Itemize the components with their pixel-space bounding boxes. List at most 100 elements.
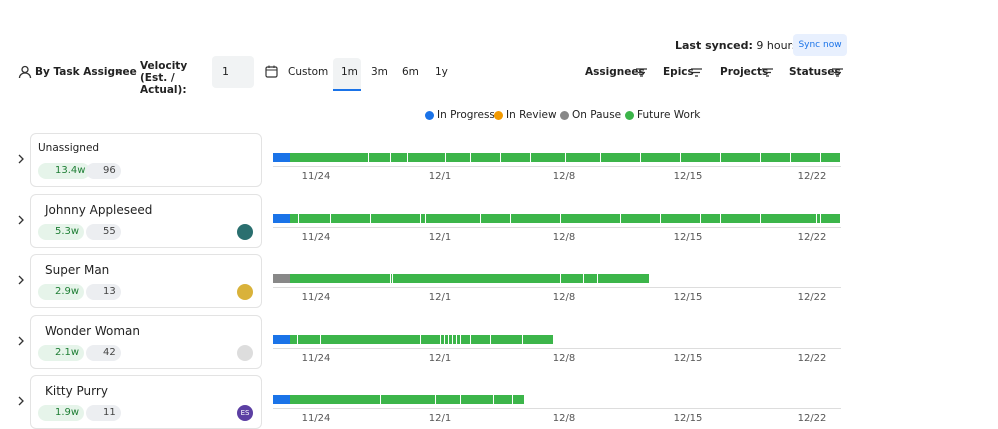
range-tab[interactable]: 3m [371,66,388,78]
segment-divider [460,395,461,404]
group-by[interactable]: By Task Assignee [35,66,137,78]
segment-divider [470,153,471,162]
filter-icon [636,67,647,77]
legend-dot [425,111,434,120]
velocity-label: Velocity (Est. / Actual): [140,60,188,96]
filter-button[interactable]: Statuses [789,66,841,78]
avatar: ES [237,405,253,421]
date-label: 11/24 [301,292,331,303]
segment-divider [297,334,298,344]
segment-divider [700,213,701,223]
segment-divider [320,334,321,344]
segment-divider [440,334,441,344]
segment-divider [460,334,461,344]
timeline-axis [273,226,841,228]
segment-divider [820,213,821,223]
future-work-segment [290,334,553,344]
assignee-name: Super Man [45,263,110,277]
assignee-name: Unassigned [38,142,100,154]
legend-label: On Pause [572,109,622,121]
segment-divider [456,334,457,344]
segment-divider [620,213,621,223]
date-label: 12/8 [552,171,576,182]
filter-button[interactable]: Epics [663,66,694,78]
segment-divider [597,274,598,283]
status-segment [273,334,290,344]
segment-divider [368,153,369,162]
active-tab-underline [333,89,361,91]
segment-divider [370,213,371,223]
date-label: 12/1 [428,292,452,303]
date-label: 12/22 [797,292,827,303]
timeline-axis [273,347,841,349]
range-tab[interactable]: 1y [435,66,448,78]
date-label: 11/24 [301,231,331,243]
assignee-name: Johnny Appleseed [45,202,153,217]
avatar [237,223,253,240]
segment-divider [790,153,791,162]
filter-button[interactable]: Assignees [585,66,645,78]
date-label: 12/8 [552,352,576,364]
segment-divider [522,334,523,344]
future-work-segment [290,213,840,223]
segment-divider [510,213,511,223]
segment-divider [420,334,421,344]
legend-dot [560,111,569,120]
segment-divider [330,213,331,223]
segment-divider [420,213,421,223]
date-label: 12/15 [673,413,703,424]
filter-icon [691,67,702,77]
expand-chevron[interactable] [17,275,25,285]
assignee-card: Unassigned 13.4w 96 [30,133,262,187]
segment-divider [560,274,561,283]
filter-button[interactable]: Projects [720,66,769,78]
expand-chevron[interactable] [17,396,25,406]
segment-divider [680,153,681,162]
segment-divider [490,334,491,344]
calendar-icon[interactable] [265,65,278,78]
sync-button[interactable]: Sync now [793,34,847,56]
date-label: 11/24 [301,171,331,182]
segment-divider [407,153,408,162]
assignee-card: Super Man 2.9w 13 [30,254,262,308]
status-segment [273,395,290,404]
segment-divider [660,213,661,223]
duration-badge: 2.1w [38,344,85,361]
future-work-segment [290,274,649,283]
range-tab[interactable]: 6m [402,66,419,78]
segment-divider [435,395,436,404]
tasks-badge: 55 [86,223,121,240]
expand-chevron[interactable] [17,215,25,225]
segment-divider [720,213,721,223]
date-label: 12/1 [428,231,452,243]
expand-chevron[interactable] [17,154,25,164]
segment-divider [448,334,449,344]
assignee-card: Wonder Woman 2.1w 42 [30,314,262,369]
date-label: 12/15 [673,352,703,364]
expand-chevron[interactable] [17,336,25,346]
date-label: 12/8 [552,292,576,303]
segment-divider [500,153,501,162]
range-tab[interactable]: Custom [288,66,329,78]
range-tab[interactable]: 1m [341,66,358,78]
segment-divider [600,153,601,162]
segment-divider [425,213,426,223]
status-segment [273,153,290,162]
duration-badge: 2.9w [38,284,85,300]
avatar [237,344,253,361]
date-label: 12/1 [428,171,452,182]
filter-icon [832,67,843,77]
segment-divider [640,153,641,162]
tasks-badge: 42 [86,344,121,361]
legend-dot [625,111,634,120]
segment-divider [760,153,761,162]
legend-label: Future Work [637,109,701,121]
status-segment [273,274,290,283]
duration-badge: 1.9w [38,405,85,421]
segment-divider [583,274,584,283]
filter-icon [762,67,773,77]
velocity-input[interactable]: 1 [212,56,254,88]
segment-divider [298,213,299,223]
chevron-down [115,69,123,74]
